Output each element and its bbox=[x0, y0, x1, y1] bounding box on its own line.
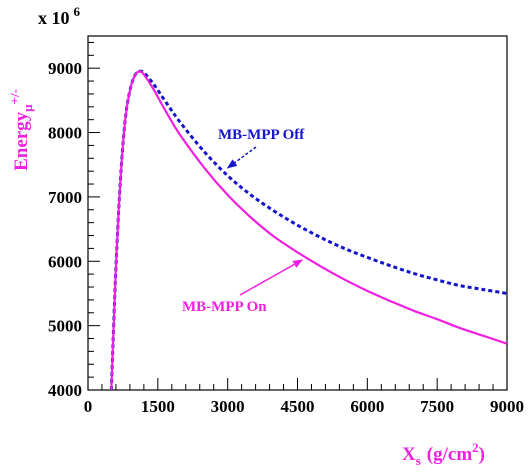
series-line-mb-mpp-on bbox=[110, 70, 508, 391]
y-tick-label: 6000 bbox=[48, 252, 82, 271]
x-tick-label: 9000 bbox=[490, 397, 524, 416]
annotation-arrow bbox=[226, 146, 257, 169]
x-axis-title-sub: s bbox=[416, 453, 421, 468]
annotation-arrow bbox=[239, 259, 304, 296]
x-tick-label: 7500 bbox=[420, 397, 454, 416]
y-axis-title-main: Energy bbox=[11, 111, 32, 171]
x-tick-label: 0 bbox=[84, 397, 93, 416]
y-tick-label: 5000 bbox=[48, 317, 82, 336]
y-tick-label: 4000 bbox=[48, 381, 82, 400]
x-tick-label: 4500 bbox=[281, 397, 315, 416]
annotation-label-mb-mpp-on: MB-MPP On bbox=[182, 299, 267, 315]
x-axis-title-close: ) bbox=[479, 444, 485, 465]
x-axis-title-main: X bbox=[402, 444, 416, 465]
x-tick-label: 1500 bbox=[141, 397, 175, 416]
annotations: MB-MPP Off MB-MPP On bbox=[182, 127, 305, 315]
y-axis-title-sub: μ bbox=[20, 104, 35, 112]
x-axis-title: Xs (g/cm2) bbox=[402, 440, 485, 468]
y-axis-title-sup: +/- bbox=[7, 89, 22, 104]
x-axis-title-sup: 2 bbox=[472, 440, 479, 455]
y-tick-label: 8000 bbox=[48, 124, 82, 143]
curves bbox=[109, 69, 508, 391]
x-axis-title-units: (g/cm bbox=[427, 444, 473, 465]
x-tick-label: 6000 bbox=[350, 397, 384, 416]
axes: 0 1500 3000 4500 6000 7500 9000 4000 5000 6000 700… bbox=[48, 35, 524, 416]
y-multiplier-base: x 10 bbox=[38, 8, 70, 28]
x-tick-label: 3000 bbox=[211, 397, 245, 416]
plot-frame bbox=[87, 35, 508, 391]
y-multiplier: x 10 6 bbox=[38, 4, 81, 28]
y-tick-label: 9000 bbox=[48, 59, 82, 78]
y-tick-label: 7000 bbox=[48, 188, 82, 207]
y-multiplier-exp: 6 bbox=[74, 4, 81, 19]
series-line-mb-mpp-off bbox=[109, 69, 508, 391]
y-axis-title: Energyμ+/- bbox=[7, 89, 35, 171]
annotation-label-mb-mpp-off: MB-MPP Off bbox=[218, 127, 305, 143]
